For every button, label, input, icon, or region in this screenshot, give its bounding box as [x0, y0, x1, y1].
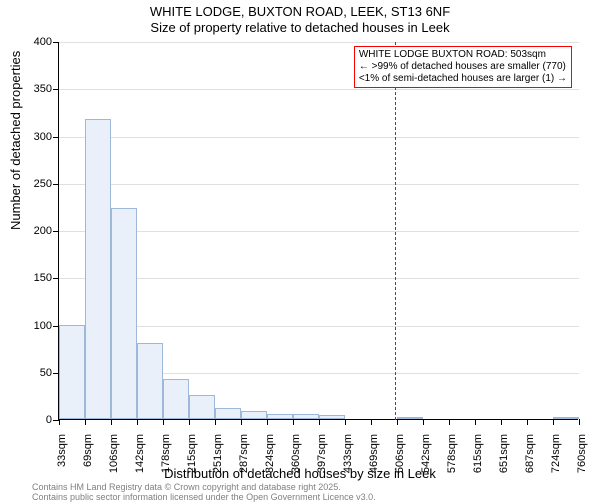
y-tick [53, 278, 59, 279]
x-tick [111, 419, 112, 425]
grid-line [59, 137, 579, 138]
chart-container: WHITE LODGE, BUXTON ROAD, LEEK, ST13 6NF… [0, 0, 600, 500]
histogram-bar [189, 395, 215, 419]
x-tick [267, 419, 268, 425]
x-tick [293, 419, 294, 425]
histogram-bar [163, 379, 189, 419]
grid-line [59, 278, 579, 279]
histogram-bar [267, 414, 293, 419]
y-tick-label: 350 [12, 83, 52, 95]
histogram-bar [85, 119, 111, 420]
grid-line [59, 89, 579, 90]
histogram-bar [553, 417, 579, 419]
plot-area: 05010015020025030035040033sqm69sqm106sqm… [58, 42, 578, 420]
annotation-box: WHITE LODGE BUXTON ROAD: 503sqm← >99% of… [354, 46, 572, 88]
x-tick [215, 419, 216, 425]
x-tick [189, 419, 190, 425]
x-tick [85, 419, 86, 425]
x-tick-label: 33sqm [56, 434, 68, 467]
annotation-line: WHITE LODGE BUXTON ROAD: 503sqm [359, 49, 567, 61]
x-tick [579, 419, 580, 425]
annotation-line: <1% of semi-detached houses are larger (… [359, 73, 567, 85]
histogram-bar [215, 408, 241, 419]
y-tick-label: 250 [12, 178, 52, 190]
footer-line-2: Contains public sector information licen… [32, 492, 376, 502]
x-tick-label: 69sqm [82, 434, 94, 467]
histogram-bar [293, 414, 319, 419]
footer-line-1: Contains HM Land Registry data © Crown c… [32, 482, 341, 492]
histogram-bar [111, 208, 137, 419]
annotation-line: ← >99% of detached houses are smaller (7… [359, 61, 567, 73]
x-tick [553, 419, 554, 425]
x-tick [423, 419, 424, 425]
x-tick [345, 419, 346, 425]
x-tick [397, 419, 398, 425]
y-tick-label: 300 [12, 131, 52, 143]
histogram-bar [137, 343, 163, 419]
y-tick-label: 100 [12, 320, 52, 332]
grid-line [59, 42, 579, 43]
y-tick [53, 89, 59, 90]
histogram-bar [241, 411, 267, 419]
histogram-bar [59, 325, 85, 420]
y-tick-label: 200 [12, 225, 52, 237]
x-axis-label: Distribution of detached houses by size … [0, 466, 600, 481]
y-tick-label: 50 [12, 367, 52, 379]
grid-line [59, 184, 579, 185]
chart-title-main: WHITE LODGE, BUXTON ROAD, LEEK, ST13 6NF [0, 4, 600, 19]
x-tick [475, 419, 476, 425]
grid-line [59, 326, 579, 327]
y-tick-label: 400 [12, 36, 52, 48]
x-tick [137, 419, 138, 425]
reference-line [395, 42, 396, 420]
y-tick [53, 231, 59, 232]
y-tick-label: 150 [12, 272, 52, 284]
y-tick-label: 0 [12, 414, 52, 426]
x-tick [241, 419, 242, 425]
grid-line [59, 231, 579, 232]
y-tick [53, 137, 59, 138]
x-tick [371, 419, 372, 425]
x-tick [163, 419, 164, 425]
x-tick [319, 419, 320, 425]
x-tick [59, 419, 60, 425]
histogram-bar [319, 415, 345, 419]
x-tick [501, 419, 502, 425]
y-tick [53, 184, 59, 185]
chart-title-sub: Size of property relative to detached ho… [0, 20, 600, 35]
x-tick [449, 419, 450, 425]
y-tick [53, 42, 59, 43]
histogram-bar [397, 417, 423, 419]
x-tick [527, 419, 528, 425]
